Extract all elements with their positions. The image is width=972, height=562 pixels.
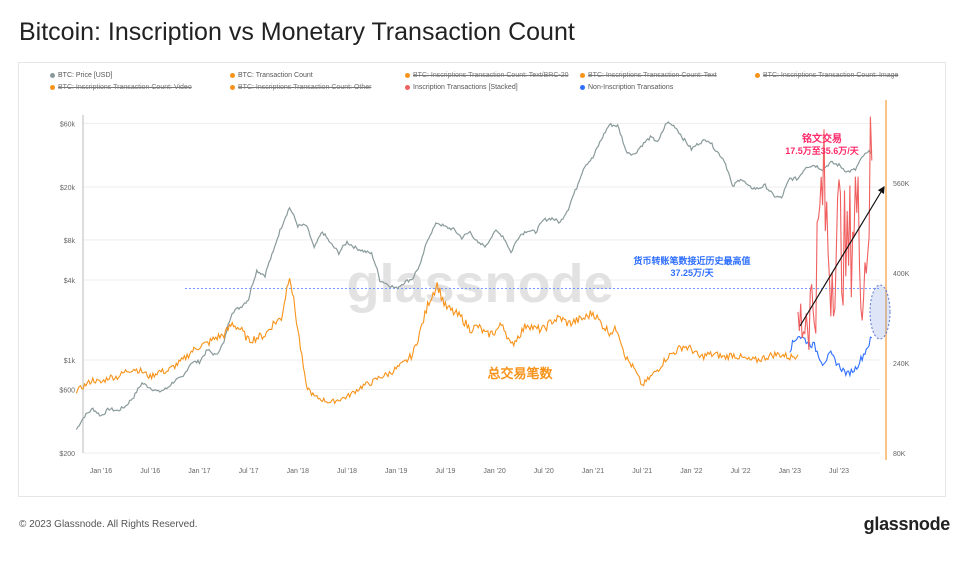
x-tick-label: Jul '16 [140,468,160,475]
legend-dot [50,84,55,90]
annotation: 总交易笔数 [487,366,553,381]
legend-item[interactable]: Inscription Transactions [Stacked] [405,84,518,91]
legend-dot [50,72,55,78]
legend-dot [230,72,235,78]
x-tick-label: Jan '17 [188,468,210,475]
copyright: © 2023 Glassnode. All Rights Reserved. [19,519,198,530]
legend-item[interactable]: BTC: Inscriptions Transaction Count: Tex… [405,72,569,79]
x-tick-label: Jan '23 [779,468,801,475]
x-tick-label: Jan '18 [287,468,309,475]
legend-label: BTC: Price [USD] [58,72,113,79]
legend-item[interactable]: BTC: Transaction Count [230,72,313,79]
x-tick-label: Jul '22 [731,468,751,475]
y-left-tick-label: $8k [64,238,76,245]
x-tick-label: Jan '20 [483,468,505,475]
chart-frame [18,62,946,497]
y-right-tick-label: 560K [893,181,910,188]
chart-title: Bitcoin: Inscription vs Monetary Transac… [19,18,575,46]
legend-label: BTC: Inscriptions Transaction Count: Tex… [588,72,717,79]
series-line-btc-price-usd- [75,121,873,430]
x-tick-label: Jul '20 [534,468,554,475]
legend-dot [580,84,585,90]
x-tick-label: Jul '19 [435,468,455,475]
annotation: 17.5万至35.6万/天 [785,146,860,156]
y-right-tick-label: 400K [893,271,910,278]
glassnode-logo: glassnode [863,514,951,534]
x-tick-label: Jul '17 [239,468,259,475]
y-left-tick-label: $1k [64,358,76,365]
legend-item[interactable]: BTC: Price [USD] [50,72,112,79]
x-tick-label: Jan '16 [90,468,112,475]
x-tick-label: Jan '19 [385,468,407,475]
legend-item[interactable]: BTC: Inscriptions Transaction Count: Oth… [230,84,371,91]
series-line-btc-transaction-count [75,278,799,405]
legend-dot [405,72,410,78]
y-left-tick-label: $200 [59,451,75,458]
legend-item[interactable]: BTC: Inscriptions Transaction Count: Ima… [755,72,898,79]
legend-item[interactable]: BTC: Inscriptions Transaction Count: Vid… [50,84,192,91]
legend-label: BTC: Transaction Count [238,72,313,79]
legend-label: BTC: Inscriptions Transaction Count: Vid… [58,84,192,91]
x-tick-label: Jul '21 [632,468,652,475]
legend-label: BTC: Inscriptions Transaction Count: Ima… [763,72,899,79]
legend-item[interactable]: Non-Inscription Transations [580,84,673,91]
legend-dot [405,84,410,90]
series-line-inscription-transactions-stacked- [797,116,873,350]
legend-label: Inscription Transactions [Stacked] [413,84,518,91]
legend-item[interactable]: BTC: Inscriptions Transaction Count: Tex… [580,72,717,79]
watermark: glassnode [346,254,613,314]
annotation: 37.25万/天 [670,268,714,278]
legend-dot [755,72,760,78]
x-tick-label: Jul '23 [829,468,849,475]
legend-label: BTC: Inscriptions Transaction Count: Tex… [413,72,569,79]
y-left-tick-label: $4k [64,278,76,285]
y-left-tick-label: $600 [59,388,75,395]
trend-arrow [799,185,885,327]
y-left-tick-label: $20k [60,185,76,192]
y-right-tick-label: 80K [893,451,906,458]
series-line-non-inscription-transations [789,335,873,378]
annotation: 货币转账笔数接近历史最高值 [633,255,750,266]
highlight-ellipse [869,284,891,340]
x-tick-label: Jan '21 [582,468,604,475]
legend-dot [230,84,235,90]
y-right-tick-label: 240K [893,361,910,368]
legend-label: Non-Inscription Transations [588,84,674,91]
legend-dot [580,72,585,78]
y-left-tick-label: $60k [60,122,76,129]
x-tick-label: Jul '18 [337,468,357,475]
annotation: 铭文交易 [802,132,842,145]
legend-label: BTC: Inscriptions Transaction Count: Oth… [238,84,372,91]
x-tick-label: Jan '22 [680,468,702,475]
